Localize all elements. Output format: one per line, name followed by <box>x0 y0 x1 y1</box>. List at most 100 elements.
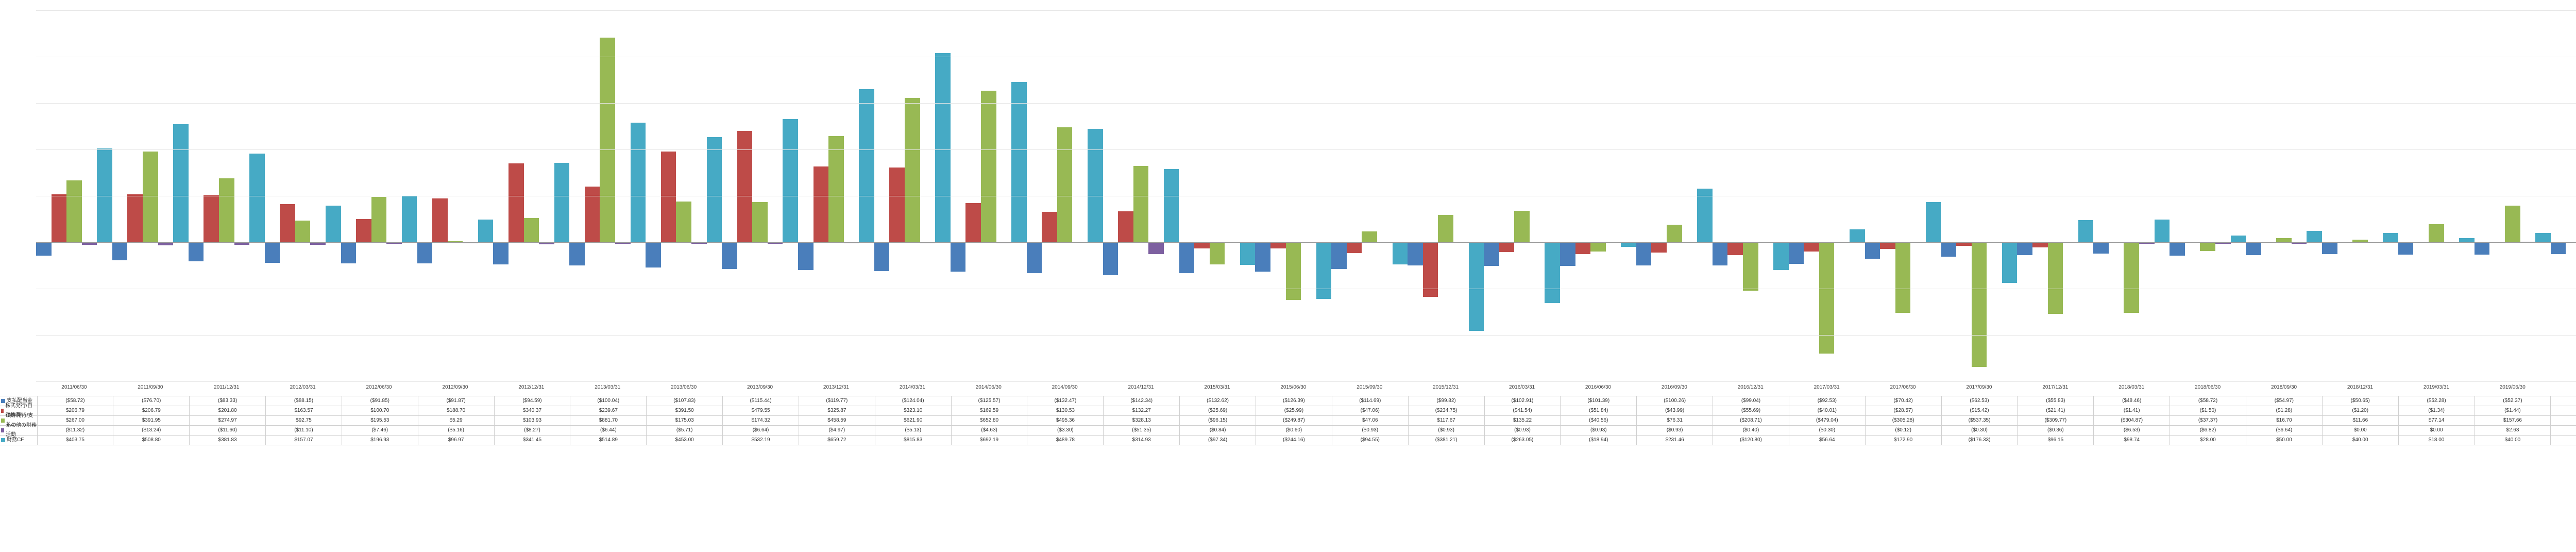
table-cell: $103.93 <box>495 416 571 425</box>
bar-eq <box>1194 242 1210 248</box>
table-cell: $314.93 <box>1104 436 1180 445</box>
series-label: 財務CF <box>7 436 24 445</box>
table-cell: $16.70 <box>2246 416 2323 425</box>
table-cell: ($234.75) <box>1409 406 1485 415</box>
x-tick-label: 2016/03/31 <box>1509 384 1535 390</box>
table-cell: $479.55 <box>723 406 799 415</box>
table-cell: $391.50 <box>647 406 723 415</box>
table-cell: ($13.24) <box>113 426 190 435</box>
table-cell: $514.89 <box>570 436 647 445</box>
bar-eq <box>814 166 829 242</box>
table-cell: $5.29 <box>418 416 495 425</box>
table-cell: $175.03 <box>647 416 723 425</box>
table-cell: $267.00 <box>38 416 114 425</box>
bar-div <box>2170 242 2185 256</box>
table-cell: ($309.77) <box>2018 416 2094 425</box>
table-cell: ($0.12) <box>1866 426 1942 435</box>
table-cell: $201.80 <box>190 406 266 415</box>
table-cell: $815.83 <box>875 436 952 445</box>
bar-div <box>2551 242 2566 254</box>
table-cell: $40.00 <box>2475 436 2551 445</box>
bar-div <box>874 242 890 271</box>
bar-debt <box>2200 242 2215 251</box>
bar-cf <box>1850 229 1865 242</box>
table-cell: ($99.82) <box>1409 396 1485 406</box>
bar-cf <box>1011 82 1027 242</box>
bar-eq <box>1956 242 1972 246</box>
table-cell: ($5.16) <box>418 426 495 435</box>
bar-cf <box>1697 189 1713 242</box>
x-tick-label: 2015/06/30 <box>1280 384 1306 390</box>
bar-debt <box>905 98 920 242</box>
bar-cf <box>783 119 798 242</box>
bar-cf <box>1773 242 1789 270</box>
chart-plot: ($600)($400)($200)$0$200$400$600$800$100… <box>36 10 2576 382</box>
table-cell: ($0.30) <box>1942 426 2018 435</box>
bar-eq <box>432 198 448 242</box>
table-cell: ($479.04) <box>1789 416 1866 425</box>
bar-eq <box>1804 242 1819 252</box>
table-cell: ($100.26) <box>1637 396 1713 406</box>
bar-div <box>417 242 433 263</box>
table-cell: ($1.41) <box>2094 406 2170 415</box>
bar-div <box>493 242 509 264</box>
table-cell: ($1.50) <box>2170 406 2246 415</box>
bar-eq <box>1118 211 1133 242</box>
table-cell: $117.67 <box>1409 416 1485 425</box>
bar-cf <box>707 137 722 242</box>
table-cell: $196.93 <box>342 436 418 445</box>
bar-eq <box>1880 242 1895 249</box>
table-cell: ($21.41) <box>2018 406 2094 415</box>
x-tick-label: 2017/12/31 <box>2042 384 2068 390</box>
table-cell: $328.13 <box>1104 416 1180 425</box>
bar-debt <box>2276 238 2292 242</box>
x-tick-label: 2013/09/30 <box>747 384 773 390</box>
table-cell: $56.64 <box>1789 436 1866 445</box>
table-cell: $96.15 <box>2018 436 2094 445</box>
x-tick-label: 2011/09/30 <box>138 384 163 390</box>
table-cell: $659.72 <box>799 436 875 445</box>
bar-debt <box>828 136 844 242</box>
table-cell: ($263.05) <box>1485 436 1561 445</box>
bar-div <box>1789 242 1804 264</box>
table-cell: ($40.01) <box>1789 406 1866 415</box>
table-cell: ($96.15) <box>1180 416 1256 425</box>
table-cell: ($97.34) <box>1180 436 1256 445</box>
data-table: 支払配当金($58.72)($76.70)($83.33)($88.15)($9… <box>0 396 2576 445</box>
table-cell: ($102.91) <box>1485 396 1561 406</box>
table-cell: ($6.82) <box>2170 426 2246 435</box>
bar-div <box>569 242 585 265</box>
table-cell: $28.00 <box>2170 436 2246 445</box>
table-cell: ($125.57) <box>952 396 1028 406</box>
table-cell: $621.90 <box>875 416 952 425</box>
table-cell: ($0.93) <box>1409 426 1485 435</box>
table-cell: $157.66 <box>2475 416 2551 425</box>
table-cell: ($0.93) <box>1561 426 1637 435</box>
bar-cf <box>1240 242 1256 265</box>
bar-eq <box>52 194 67 242</box>
table-cell: ($58.72) <box>38 396 114 406</box>
table-cell: ($55.69) <box>1713 406 1789 415</box>
table-cell: ($52.22) <box>2551 396 2576 406</box>
bar-cf <box>173 124 189 242</box>
bar-debt <box>1972 242 1987 367</box>
bar-div <box>2475 242 2490 255</box>
table-cell: ($41.54) <box>1485 406 1561 415</box>
bar-debt <box>752 202 768 242</box>
table-cell: $11.66 <box>2323 416 2399 425</box>
table-cell: ($114.69) <box>1332 396 1409 406</box>
table-cell: ($11.32) <box>38 426 114 435</box>
table-cell: ($305.28) <box>1866 416 1942 425</box>
table-cell: $652.80 <box>952 416 1028 425</box>
bar-debt <box>2124 242 2139 313</box>
table-cell: ($1.69) <box>2551 406 2576 415</box>
table-cell: ($18.94) <box>1561 436 1637 445</box>
table-cell: ($83.33) <box>190 396 266 406</box>
table-cell: ($92.53) <box>1789 396 1866 406</box>
table-cell: $47.06 <box>1332 416 1409 425</box>
bar-div <box>189 242 204 261</box>
x-tick-label: 2014/06/30 <box>976 384 1002 390</box>
bar-eq <box>1499 242 1515 252</box>
table-cell: $98.74 <box>2094 436 2170 445</box>
table-cell: ($1.44) <box>2475 406 2551 415</box>
